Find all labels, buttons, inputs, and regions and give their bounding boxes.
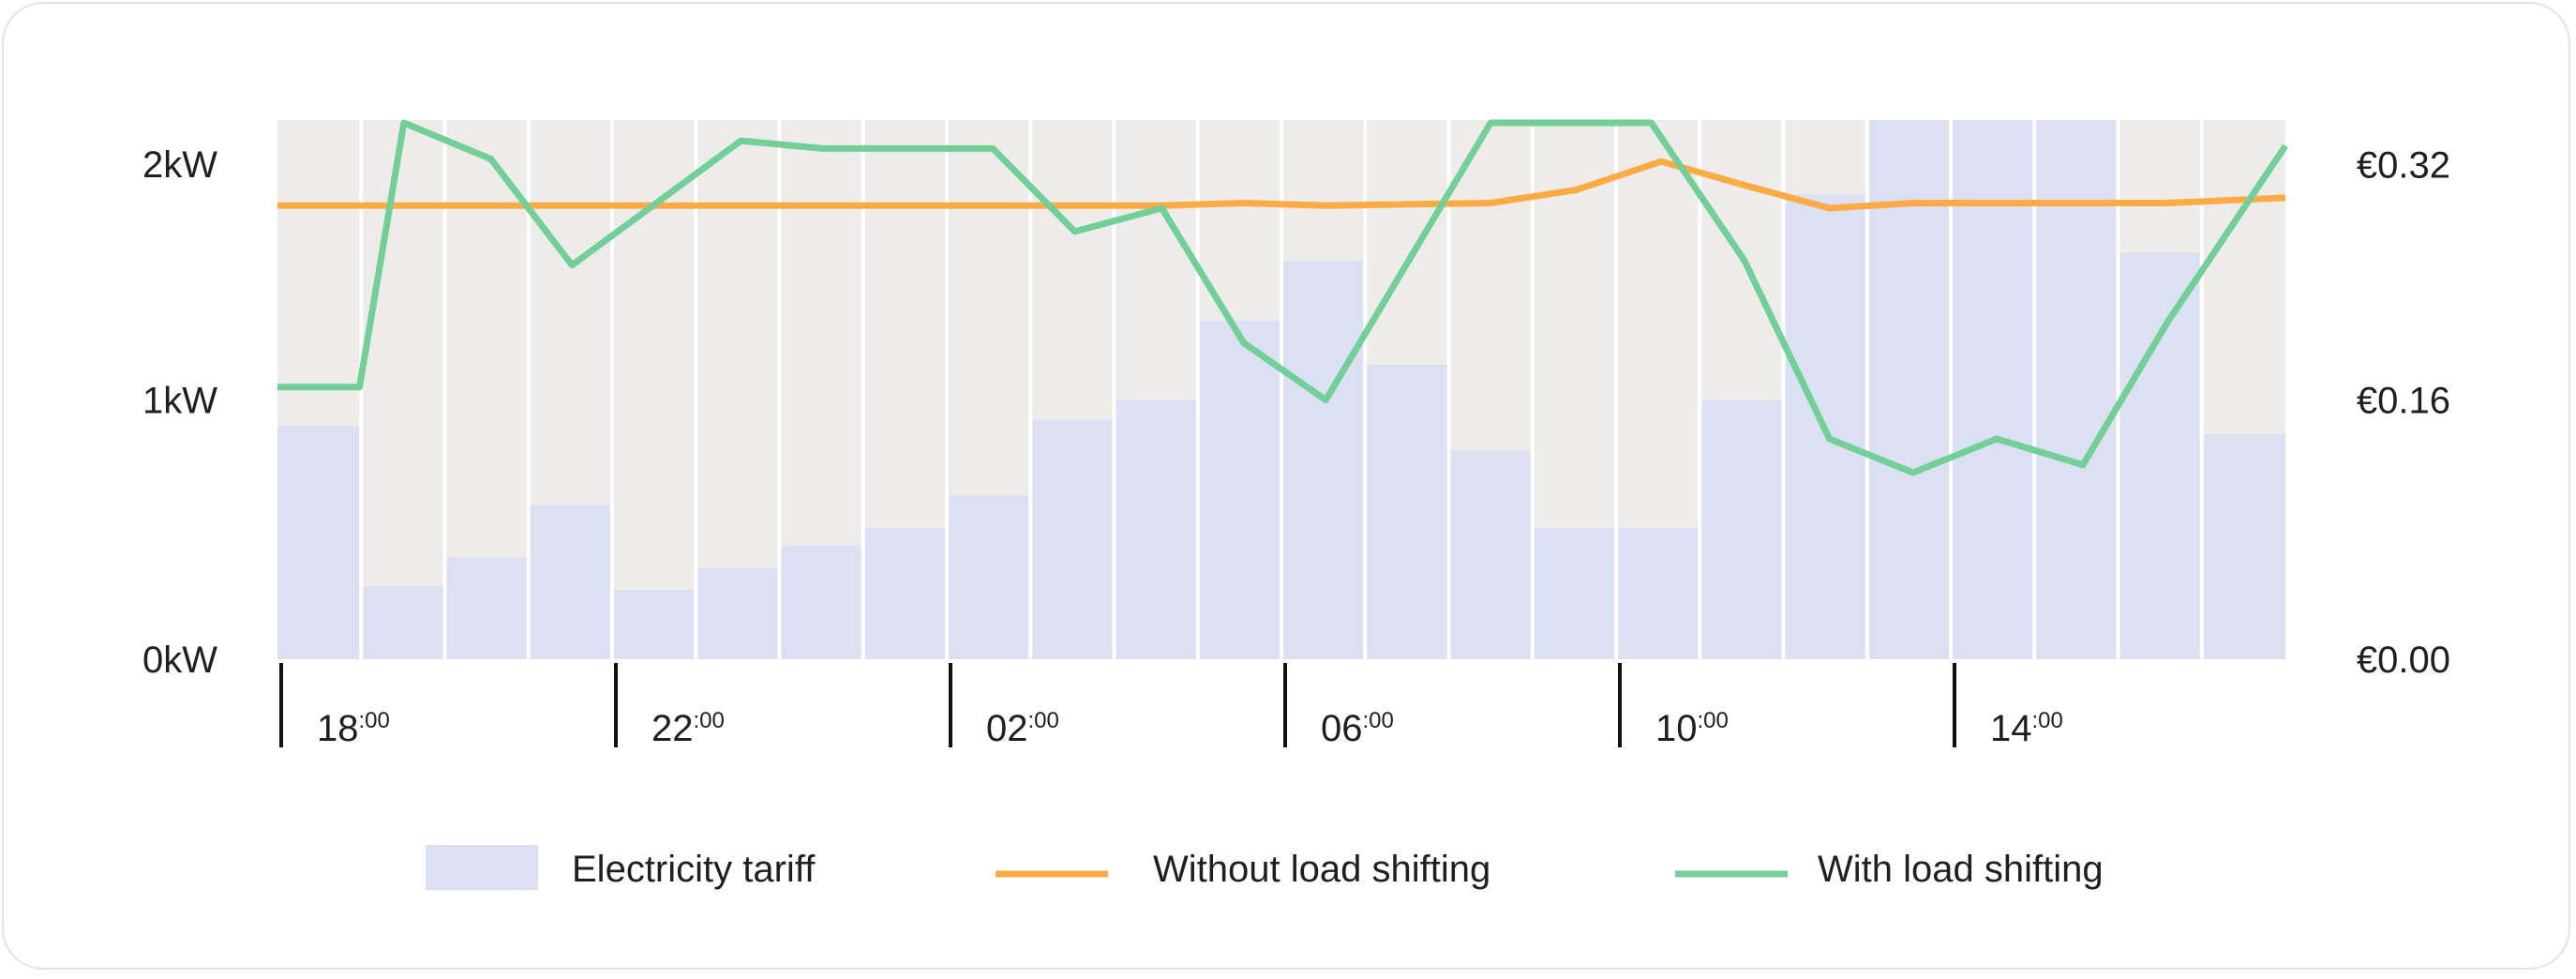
x-axis-label-minutes: :00: [1363, 708, 1394, 733]
x-axis-label: 10:00: [1655, 708, 1729, 749]
tariff-bar: [1866, 120, 1951, 659]
tariff-bar: [444, 557, 529, 659]
right-axis-label: €0.32: [2357, 144, 2450, 186]
right-axis-label: €0.16: [2357, 381, 2450, 422]
tariff-bar: [947, 495, 1031, 659]
tariff-bar: [528, 505, 612, 659]
x-axis-label-minutes: :00: [694, 708, 725, 733]
x-axis-label-hour: 22: [651, 708, 694, 749]
tariff-bar: [2118, 252, 2202, 659]
tariff-bar: [779, 546, 863, 659]
tariff-bar: [1532, 528, 1616, 659]
legend-with-label: With load shifting: [1818, 849, 2104, 890]
legend-tariff-label: Electricity tariff: [572, 849, 816, 890]
tariff-bar: [1030, 419, 1115, 659]
tariff-bar: [277, 426, 362, 659]
x-axis-label: 18:00: [317, 708, 390, 749]
tariff-bar: [1616, 528, 1700, 659]
tariff-bar: [1951, 120, 2035, 659]
tariff-bar: [862, 528, 947, 659]
tariff-bar: [696, 568, 780, 659]
legend-without-label: Without load shifting: [1153, 849, 1490, 890]
tariff-bar: [1281, 261, 1366, 659]
left-axis-label: 1kW: [142, 381, 217, 422]
x-axis-label-hour: 10: [1655, 708, 1698, 749]
tariff-bar: [2034, 120, 2119, 659]
x-axis-label-minutes: :00: [1698, 708, 1729, 733]
x-axis-label-hour: 02: [986, 708, 1028, 749]
legend-tariff-swatch: [426, 845, 538, 890]
tariff-bar: [2201, 433, 2285, 659]
right-axis-label: €0.00: [2357, 640, 2450, 681]
tariff-bar: [612, 589, 696, 659]
x-axis-label-minutes: :00: [2032, 708, 2063, 733]
tariff-bar: [1448, 450, 1533, 659]
x-axis-label-hour: 14: [1990, 708, 2032, 749]
tariff-bar: [1197, 321, 1281, 659]
x-axis-label: 06:00: [1321, 708, 1394, 749]
tariff-bar: [1700, 399, 1784, 659]
x-axis-label: 02:00: [986, 708, 1059, 749]
x-axis-label-hour: 06: [1321, 708, 1363, 749]
x-axis-label-minutes: :00: [359, 708, 390, 733]
x-axis-label: 22:00: [651, 708, 725, 749]
without-load-shifting-line: [277, 158, 2286, 212]
with-load-shifting-line: [277, 119, 2288, 476]
x-axis-label-minutes: :00: [1028, 708, 1059, 733]
tariff-bar: [361, 586, 445, 659]
x-axis-label-hour: 18: [317, 708, 359, 749]
left-axis-label: 0kW: [142, 640, 217, 681]
tariff-bar: [1114, 399, 1198, 659]
x-axis-label: 14:00: [1990, 708, 2063, 749]
left-axis-label: 2kW: [142, 144, 217, 186]
tariff-bar: [1365, 364, 1449, 659]
